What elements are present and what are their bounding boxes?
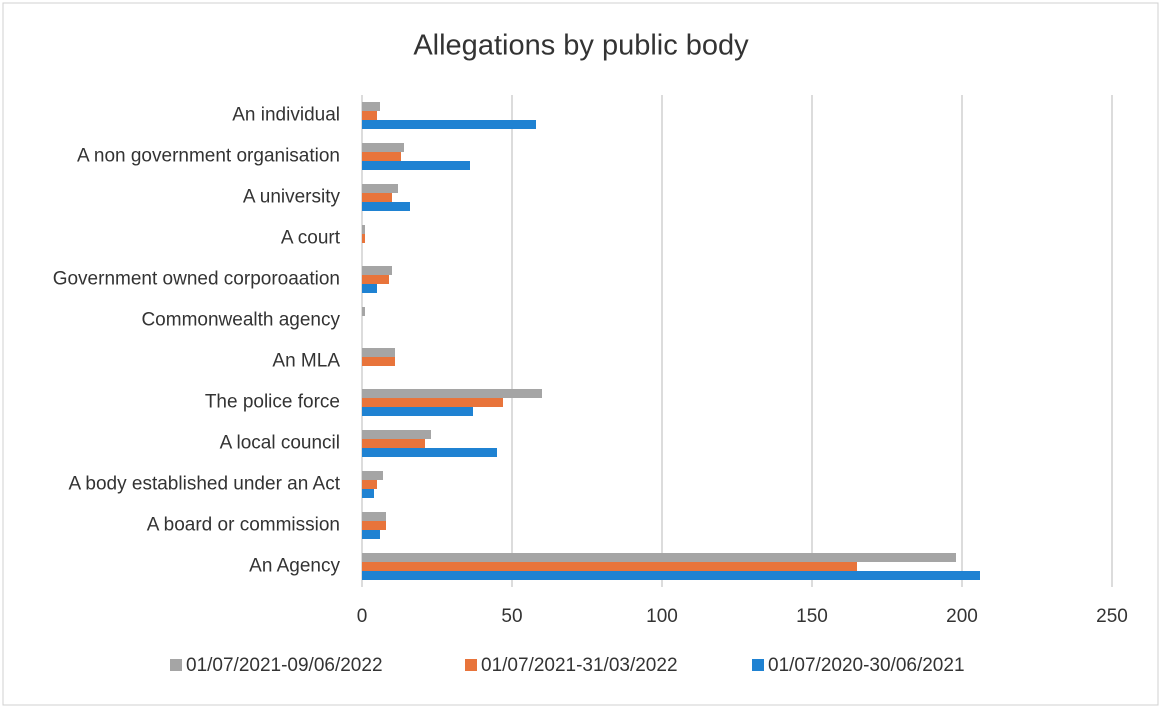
y-tick-label: A body established under an Act	[69, 474, 341, 495]
bar	[362, 202, 410, 211]
y-tick-label: A board or commission	[147, 515, 340, 536]
y-tick-label: Government owned corporoaation	[53, 269, 340, 290]
bar	[362, 111, 377, 120]
bar	[362, 530, 380, 539]
bar	[362, 143, 404, 152]
y-tick-label: The police force	[205, 392, 340, 413]
y-tick-label: An Agency	[249, 556, 340, 577]
bar	[362, 448, 497, 457]
x-tick-label: 0	[357, 606, 368, 627]
bar	[362, 120, 536, 129]
bar	[362, 184, 398, 193]
bar	[362, 553, 956, 562]
chart-title: Allegations by public body	[413, 30, 749, 62]
legend-swatch	[170, 659, 182, 671]
bar	[362, 571, 980, 580]
bar	[362, 562, 857, 571]
bar	[362, 348, 395, 357]
bar	[362, 102, 380, 111]
bar	[362, 439, 425, 448]
bar	[362, 234, 365, 243]
y-tick-label: A non government organisation	[77, 146, 340, 167]
bar	[362, 193, 392, 202]
bar	[362, 471, 383, 480]
y-tick-label: A court	[281, 228, 341, 249]
bar	[362, 430, 431, 439]
x-tick-label: 200	[946, 606, 978, 627]
x-tick-label: 250	[1096, 606, 1128, 627]
x-tick-label: 150	[796, 606, 828, 627]
legend-label: 01/07/2021-31/03/2022	[481, 655, 678, 676]
bar	[362, 357, 395, 366]
bar	[362, 307, 365, 316]
bar	[362, 161, 470, 170]
legend-swatch	[465, 659, 477, 671]
x-tick-label: 100	[646, 606, 678, 627]
bar	[362, 389, 542, 398]
bar	[362, 266, 392, 275]
bar	[362, 225, 365, 234]
legend-swatch	[752, 659, 764, 671]
bar	[362, 489, 374, 498]
y-tick-label: An MLA	[272, 351, 340, 372]
bar	[362, 480, 377, 489]
bar	[362, 512, 386, 521]
bar	[362, 284, 377, 293]
bar	[362, 398, 503, 407]
bar	[362, 275, 389, 284]
y-tick-label: A university	[243, 187, 341, 208]
y-tick-label: A local council	[220, 433, 340, 454]
bar	[362, 407, 473, 416]
bar	[362, 152, 401, 161]
legend-label: 01/07/2021-09/06/2022	[186, 655, 383, 676]
y-tick-label: An individual	[232, 105, 340, 126]
x-tick-label: 50	[501, 606, 522, 627]
legend-label: 01/07/2020-30/06/2021	[768, 655, 965, 676]
bar	[362, 521, 386, 530]
y-tick-label: Commonwealth agency	[141, 310, 340, 331]
